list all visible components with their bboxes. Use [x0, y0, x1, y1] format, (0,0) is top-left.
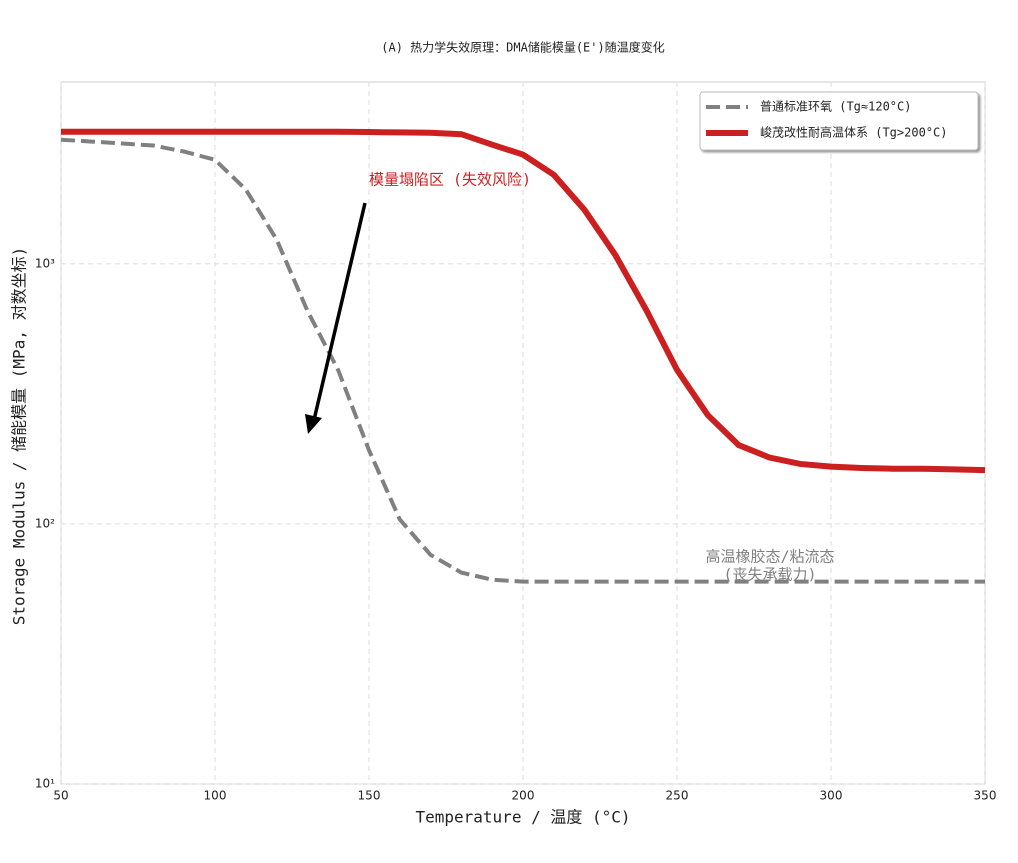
x-tick-label: 300: [820, 789, 843, 803]
x-tick-label: 200: [512, 789, 535, 803]
x-tick-label: 50: [53, 789, 68, 803]
legend: 普通标准环氧 (Tg≈120°C) 峻茂改性耐高温体系 (Tg>200°C): [699, 91, 979, 151]
legend-label: 峻茂改性耐高温体系 (Tg>200°C): [760, 125, 947, 140]
y-tick-label: 10³: [35, 256, 55, 270]
data-line: [60, 137, 985, 584]
x-axis-label: Temperature / 温度 (°C): [415, 808, 630, 827]
annotation: (丧失承载力): [723, 566, 816, 584]
data-line: [61, 128, 986, 474]
x-tick-label: 150: [358, 789, 381, 803]
x-tick-label: 250: [666, 789, 689, 803]
chart-title: (A) 热力学失效原理：DMA储能模量(E')随温度变化: [381, 40, 664, 55]
y-tick-label: 10¹: [35, 777, 55, 791]
x-tick-label: 100: [204, 789, 227, 803]
y-tick-label: 10²: [35, 516, 55, 530]
annotation: 高温橡胶态/粘流态: [705, 548, 834, 566]
x-tick-label: 350: [974, 789, 997, 803]
annotation: 模量塌陷区 (失效风险): [369, 171, 531, 189]
arrow-head: [305, 414, 322, 434]
arrow-shaft: [312, 202, 367, 421]
legend-label: 普通标准环氧 (Tg≈120°C): [760, 100, 911, 114]
legend-box: [699, 91, 979, 151]
y-axis-label: Storage Modulus / 储能模量 (MPa, 对数坐标): [10, 247, 29, 625]
